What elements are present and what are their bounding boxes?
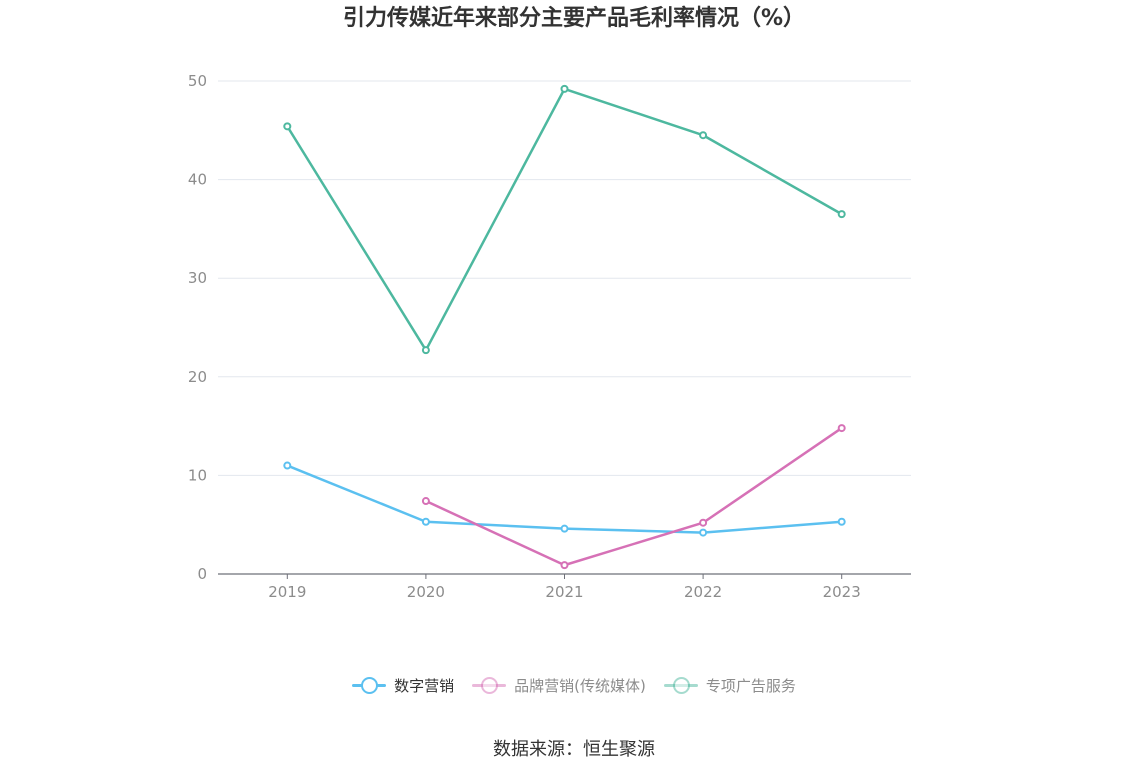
data-point xyxy=(560,84,569,93)
legend-item[interactable]: 品牌营销(传统媒体) xyxy=(472,675,646,696)
line-chart: 0 10 20 30 40 50 2019 2020 2021 2022 2023 xyxy=(188,72,911,601)
axes: 0 10 20 30 40 50 2019 2020 2021 2022 2023 xyxy=(188,72,911,601)
data-point xyxy=(837,210,846,219)
data-points xyxy=(283,84,846,570)
x-tick-label: 2023 xyxy=(823,583,861,601)
data-point xyxy=(699,528,708,537)
series-line xyxy=(286,87,843,352)
data-point xyxy=(283,461,292,470)
data-point xyxy=(837,424,846,433)
legend-line-marker-icon xyxy=(352,677,387,694)
data-point xyxy=(699,131,708,140)
data-point xyxy=(837,517,846,526)
series-lines xyxy=(286,87,843,567)
chart-title: 引力传媒近年来部分主要产品毛利率情况（%） xyxy=(342,6,806,31)
y-tick-label: 10 xyxy=(188,466,207,484)
legend-line-marker-icon xyxy=(472,677,507,694)
legend-item[interactable]: 专项广告服务 xyxy=(663,675,796,696)
x-tick-label: 2021 xyxy=(545,583,583,601)
data-point xyxy=(421,517,430,526)
x-tick-label: 2020 xyxy=(407,583,445,601)
data-point xyxy=(283,122,292,131)
y-tick-label: 20 xyxy=(188,368,207,386)
legend-label: 专项广告服务 xyxy=(705,676,796,695)
legend-line-marker-icon xyxy=(663,677,698,694)
legend-label: 品牌营销(传统媒体) xyxy=(514,676,646,695)
chart-legend: 数字营销 品牌营销(传统媒体) 专项广告服务 xyxy=(0,672,1148,698)
data-source-note: 数据来源：恒生聚源 xyxy=(493,739,655,760)
y-tick-label: 0 xyxy=(197,565,207,583)
data-point xyxy=(421,346,430,355)
data-point xyxy=(699,518,708,527)
y-tick-label: 50 xyxy=(188,72,207,90)
y-tick-label: 30 xyxy=(188,269,207,287)
data-point xyxy=(560,524,569,533)
legend-item[interactable]: 数字营销 xyxy=(352,675,454,696)
data-point xyxy=(560,561,569,570)
gridlines xyxy=(218,80,911,476)
series-line xyxy=(424,426,843,567)
data-point xyxy=(421,497,430,506)
x-tick-label: 2019 xyxy=(268,583,306,601)
x-tick-label: 2022 xyxy=(684,583,722,601)
y-tick-label: 40 xyxy=(188,171,207,189)
legend-label: 数字营销 xyxy=(394,676,455,695)
